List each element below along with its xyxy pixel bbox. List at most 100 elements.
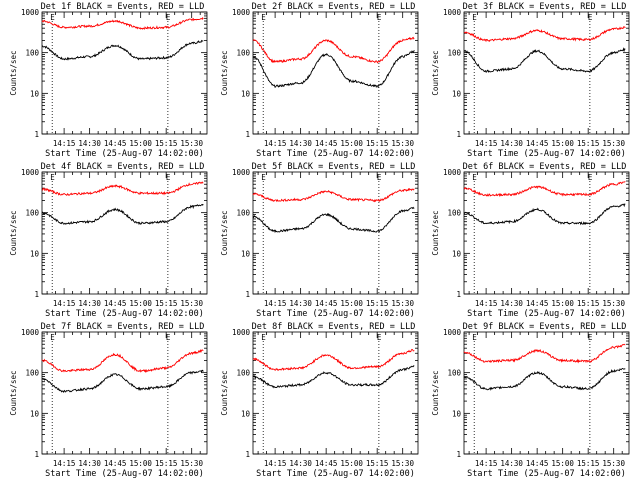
series-line-lld <box>252 348 415 372</box>
x-tick-label: 14:45 <box>104 299 127 308</box>
x-tick-label: 14:45 <box>315 139 338 148</box>
x-tick-label: 14:30 <box>500 459 523 468</box>
y-tick-label: 100 <box>447 209 461 218</box>
x-tick-label: 15:00 <box>129 459 152 468</box>
y-tick-label: 1 <box>245 290 250 299</box>
y-tick-label: 1000 <box>21 8 40 17</box>
y-tick-label: 10 <box>452 409 462 418</box>
y-tick-label: 100 <box>447 49 461 58</box>
chart-title: Det 6f BLACK = Events, RED = LLD <box>463 162 627 172</box>
chart-title: Det 4f BLACK = Events, RED = LLD <box>41 162 205 172</box>
x-tick-label: 15:30 <box>180 459 203 468</box>
event-marker-label: E <box>377 333 382 342</box>
y-tick-label: 1000 <box>21 328 40 337</box>
chart-title: Det 1f BLACK = Events, RED = LLD <box>41 2 205 12</box>
x-axis-label: Start Time (25-Aug-07 14:02:00) <box>45 149 204 159</box>
x-tick-label: 15:30 <box>180 139 203 148</box>
x-tick-label: 14:30 <box>78 299 101 308</box>
x-tick-label: 15:15 <box>366 139 389 148</box>
plot-frame <box>463 331 630 455</box>
chart-panel-5: Det 5f BLACK = Events, RED = LLD 1 10 100 10… <box>220 162 419 319</box>
event-marker-label: E <box>166 13 171 22</box>
chart-panel-9: Det 9f BLACK = Events, RED = LLD 1 10 100 10… <box>431 322 630 479</box>
y-axis-label: Counts/sec <box>431 370 440 415</box>
series-line-events <box>252 206 415 234</box>
y-axis-label: Counts/sec <box>9 50 18 95</box>
x-tick-label: 14:15 <box>264 139 287 148</box>
x-tick-label: 14:45 <box>526 139 549 148</box>
x-tick-label: 14:30 <box>289 299 312 308</box>
x-tick-label: 14:15 <box>53 459 76 468</box>
y-axis-label: Counts/sec <box>220 50 229 95</box>
y-tick-label: 100 <box>447 369 461 378</box>
y-tick-label: 10 <box>241 89 251 98</box>
series-line-events <box>463 47 626 73</box>
event-marker-label: E <box>261 13 266 22</box>
y-tick-label: 10 <box>30 409 40 418</box>
y-tick-label: 1000 <box>443 8 462 17</box>
x-tick-label: 15:00 <box>551 459 574 468</box>
event-marker-label: E <box>50 13 55 22</box>
x-tick-label: 15:30 <box>391 459 414 468</box>
event-marker-label: E <box>472 173 477 182</box>
y-axis-label: Counts/sec <box>431 210 440 255</box>
series-line-events <box>41 39 204 61</box>
x-tick-label: 15:30 <box>602 139 625 148</box>
y-tick-label: 10 <box>30 89 40 98</box>
x-axis-label: Start Time (25-Aug-07 14:02:00) <box>467 469 626 479</box>
chart-panel-3: Det 3f BLACK = Events, RED = LLD 1 10 100 10… <box>431 2 630 159</box>
chart-panel-7: Det 7f BLACK = Events, RED = LLD 1 10 100 10… <box>9 322 208 479</box>
chart-panel-8: Det 8f BLACK = Events, RED = LLD 1 10 100 10… <box>220 322 419 479</box>
x-axis-label: Start Time (25-Aug-07 14:02:00) <box>256 469 415 479</box>
x-tick-label: 15:30 <box>180 299 203 308</box>
x-tick-label: 14:30 <box>289 459 312 468</box>
y-tick-label: 1000 <box>443 168 462 177</box>
chart-panel-2: Det 2f BLACK = Events, RED = LLD 1 10 100 10… <box>220 2 419 159</box>
plot-frame <box>252 171 419 295</box>
y-tick-label: 1000 <box>232 328 251 337</box>
x-tick-label: 14:30 <box>78 459 101 468</box>
x-tick-label: 14:30 <box>500 139 523 148</box>
x-tick-label: 15:15 <box>366 299 389 308</box>
x-tick-label: 14:15 <box>264 459 287 468</box>
x-axis-label: Start Time (25-Aug-07 14:02:00) <box>467 149 626 159</box>
chart-panel-6: Det 6f BLACK = Events, RED = LLD 1 10 100 10… <box>431 162 630 319</box>
x-axis-label: Start Time (25-Aug-07 14:02:00) <box>467 309 626 319</box>
x-tick-label: 14:45 <box>526 299 549 308</box>
series-line-events <box>41 369 204 394</box>
y-tick-label: 1 <box>245 450 250 459</box>
x-tick-label: 14:45 <box>104 139 127 148</box>
chart-title: Det 2f BLACK = Events, RED = LLD <box>252 2 416 12</box>
series-line-lld <box>41 16 204 30</box>
event-marker-label: E <box>166 173 171 182</box>
event-marker-label: E <box>472 13 477 22</box>
event-marker-label: E <box>50 173 55 182</box>
y-tick-label: 1 <box>456 130 461 139</box>
y-tick-label: 100 <box>25 369 39 378</box>
y-tick-label: 1000 <box>232 168 251 177</box>
y-tick-label: 1 <box>456 290 461 299</box>
x-tick-label: 15:15 <box>577 459 600 468</box>
x-tick-label: 14:15 <box>475 139 498 148</box>
x-tick-label: 14:45 <box>315 299 338 308</box>
y-tick-label: 100 <box>236 369 250 378</box>
series-line-lld <box>252 187 415 203</box>
series-line-events <box>252 50 415 89</box>
series-line-lld <box>42 181 204 196</box>
event-marker-label: E <box>377 173 382 182</box>
y-axis-label: Counts/sec <box>220 210 229 255</box>
y-tick-label: 10 <box>452 249 462 258</box>
x-tick-label: 15:00 <box>129 299 152 308</box>
event-marker-label: E <box>261 333 266 342</box>
y-tick-label: 100 <box>236 49 250 58</box>
y-axis-label: Counts/sec <box>431 50 440 95</box>
y-axis-label: Counts/sec <box>9 370 18 415</box>
x-tick-label: 15:15 <box>155 139 178 148</box>
x-tick-label: 15:00 <box>340 299 363 308</box>
y-tick-label: 100 <box>25 209 39 218</box>
plot-frame <box>252 11 419 135</box>
x-tick-label: 14:45 <box>104 459 127 468</box>
x-tick-label: 15:00 <box>129 139 152 148</box>
y-axis-label: Counts/sec <box>220 370 229 415</box>
series-line-events <box>252 365 415 389</box>
